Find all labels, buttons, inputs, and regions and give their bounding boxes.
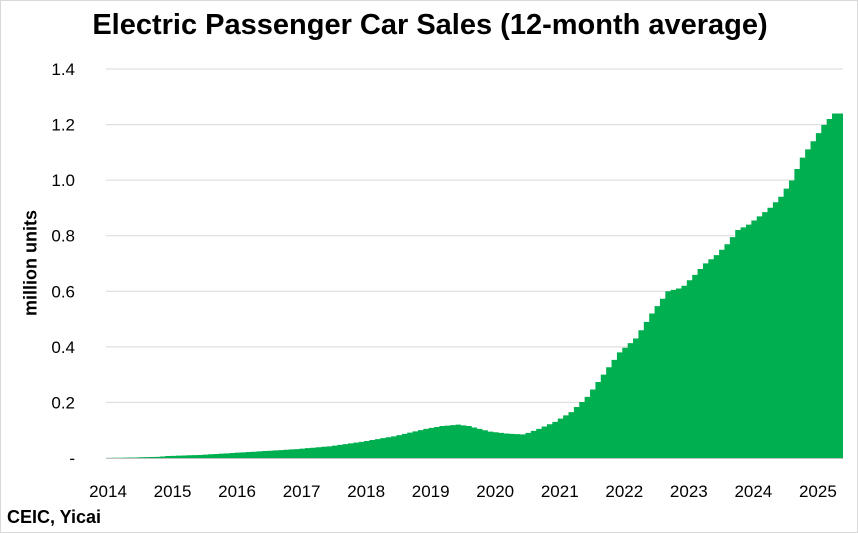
source-note: CEIC, Yicai — [7, 507, 102, 527]
y-tick-label: - — [69, 449, 75, 468]
y-tick-label: 1.2 — [51, 116, 75, 135]
x-tick-label: 2014 — [89, 482, 127, 501]
y-tick-label: 1.0 — [51, 171, 75, 190]
chart-title: Electric Passenger Car Sales (12-month a… — [92, 9, 768, 41]
y-tick-label: 0.4 — [51, 338, 75, 357]
x-tick-label: 2024 — [734, 482, 772, 501]
y-tick-label: 0.6 — [51, 282, 75, 301]
y-tick-label: 0.2 — [51, 393, 75, 412]
x-tick-label: 2023 — [670, 482, 708, 501]
x-tick-label: 2015 — [154, 482, 192, 501]
y-tick-label: 0.8 — [51, 227, 75, 246]
x-tick-label: 2019 — [412, 482, 450, 501]
x-tick-label: 2022 — [605, 482, 643, 501]
x-tick-label: 2018 — [347, 482, 385, 501]
x-tick-label: 2020 — [476, 482, 514, 501]
y-tick-label: 1.4 — [51, 60, 75, 79]
x-tick-label: 2017 — [283, 482, 321, 501]
sales-area — [106, 113, 843, 459]
x-tick-label: 2016 — [218, 482, 256, 501]
x-tick-label: 2021 — [541, 482, 579, 501]
x-tick-label: 2025 — [799, 482, 837, 501]
